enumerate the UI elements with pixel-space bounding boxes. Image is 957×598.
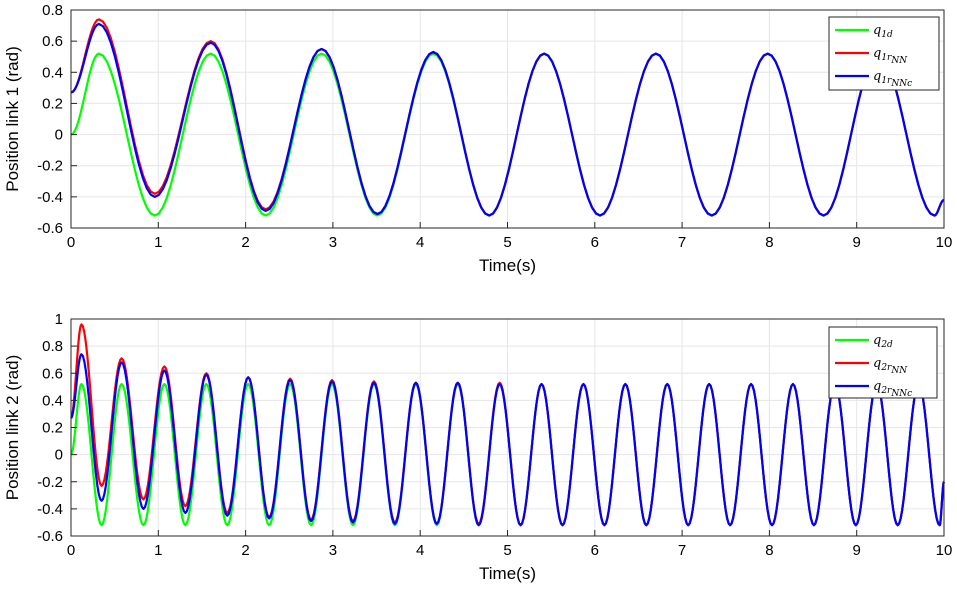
x-tick-label: 9 [853,542,861,559]
y-tick-label: -0.6 [37,220,63,237]
legend-entry: q2rNN [873,356,908,376]
legend: q2d q2rNN q2rNNc [828,326,938,399]
x-tick-label: 5 [503,234,511,251]
x-tick-label: 8 [765,234,773,251]
y-tick-label: 0.4 [42,64,63,81]
y-axis-label: Position link 1 (rad) [3,46,22,192]
legend-entry: q1d [873,23,893,40]
x-tick-label: 0 [67,234,75,251]
series-line-2rNNc [70,353,945,527]
chart-bottom: 0 1 2 3 4 5 6 7 8 9 10 -0.6 -0.4 -0.2 0 0.2 0.4 0.6 0.8 1 Ti… [3,311,952,583]
x-axis-label: Time(s) [479,256,536,275]
legend-entry: q2rNNc [873,379,912,399]
x-tick-label: 5 [503,542,511,559]
legend-entry: q1rNN [873,46,908,66]
x-tick-label: 9 [853,234,861,251]
y-tick-label: 1 [55,311,63,328]
legend-entry: q2d [873,333,893,350]
y-tick-label: -0.2 [37,474,63,491]
y-tick-label: -0.6 [37,528,63,545]
x-tick-label: 8 [765,542,773,559]
legend-entry: q1rNNc [873,69,912,89]
x-tick-label: 10 [936,234,953,251]
x-tick-label: 6 [591,542,599,559]
y-tick-label: -0.2 [37,158,63,175]
x-tick-label: 0 [67,542,75,559]
x-tick-label: 6 [591,234,599,251]
y-tick-label: 0.6 [42,33,63,50]
x-tick-label: 7 [678,542,686,559]
y-tick-label: 0.2 [42,420,63,437]
y-axis-label: Position link 2 (rad) [3,355,22,501]
y-tick-label: 0.6 [42,365,63,382]
x-tick-label: 4 [416,542,424,559]
y-tick-label: -0.4 [37,501,63,518]
y-tick-label: -0.4 [37,189,63,206]
x-tick-label: 3 [329,542,337,559]
chart-top: 0 1 2 3 4 5 6 7 8 9 10 -0.6 -0.4 -0.2 0 0.2 0.4 0.6 0.8 Tim… [3,2,952,275]
x-axis-label: Time(s) [479,564,536,583]
y-tick-label: 0 [55,447,63,464]
x-tick-label: 10 [936,542,953,559]
y-tick-label: 0.2 [42,95,63,112]
series-line-1rNNc [70,22,945,217]
x-tick-label: 1 [154,542,162,559]
y-tick-label: 0.8 [42,338,63,355]
x-tick-label: 1 [154,234,162,251]
y-tick-label: 0.8 [42,2,63,19]
x-tick-label: 7 [678,234,686,251]
x-tick-label: 3 [329,234,337,251]
x-tick-label: 2 [241,234,249,251]
y-tick-label: 0 [55,127,63,144]
legend: q1d q1rNN q1rNNc [828,16,940,91]
y-tick-label: 0.4 [42,392,63,409]
x-tick-label: 2 [241,542,249,559]
x-tick-label: 4 [416,234,424,251]
